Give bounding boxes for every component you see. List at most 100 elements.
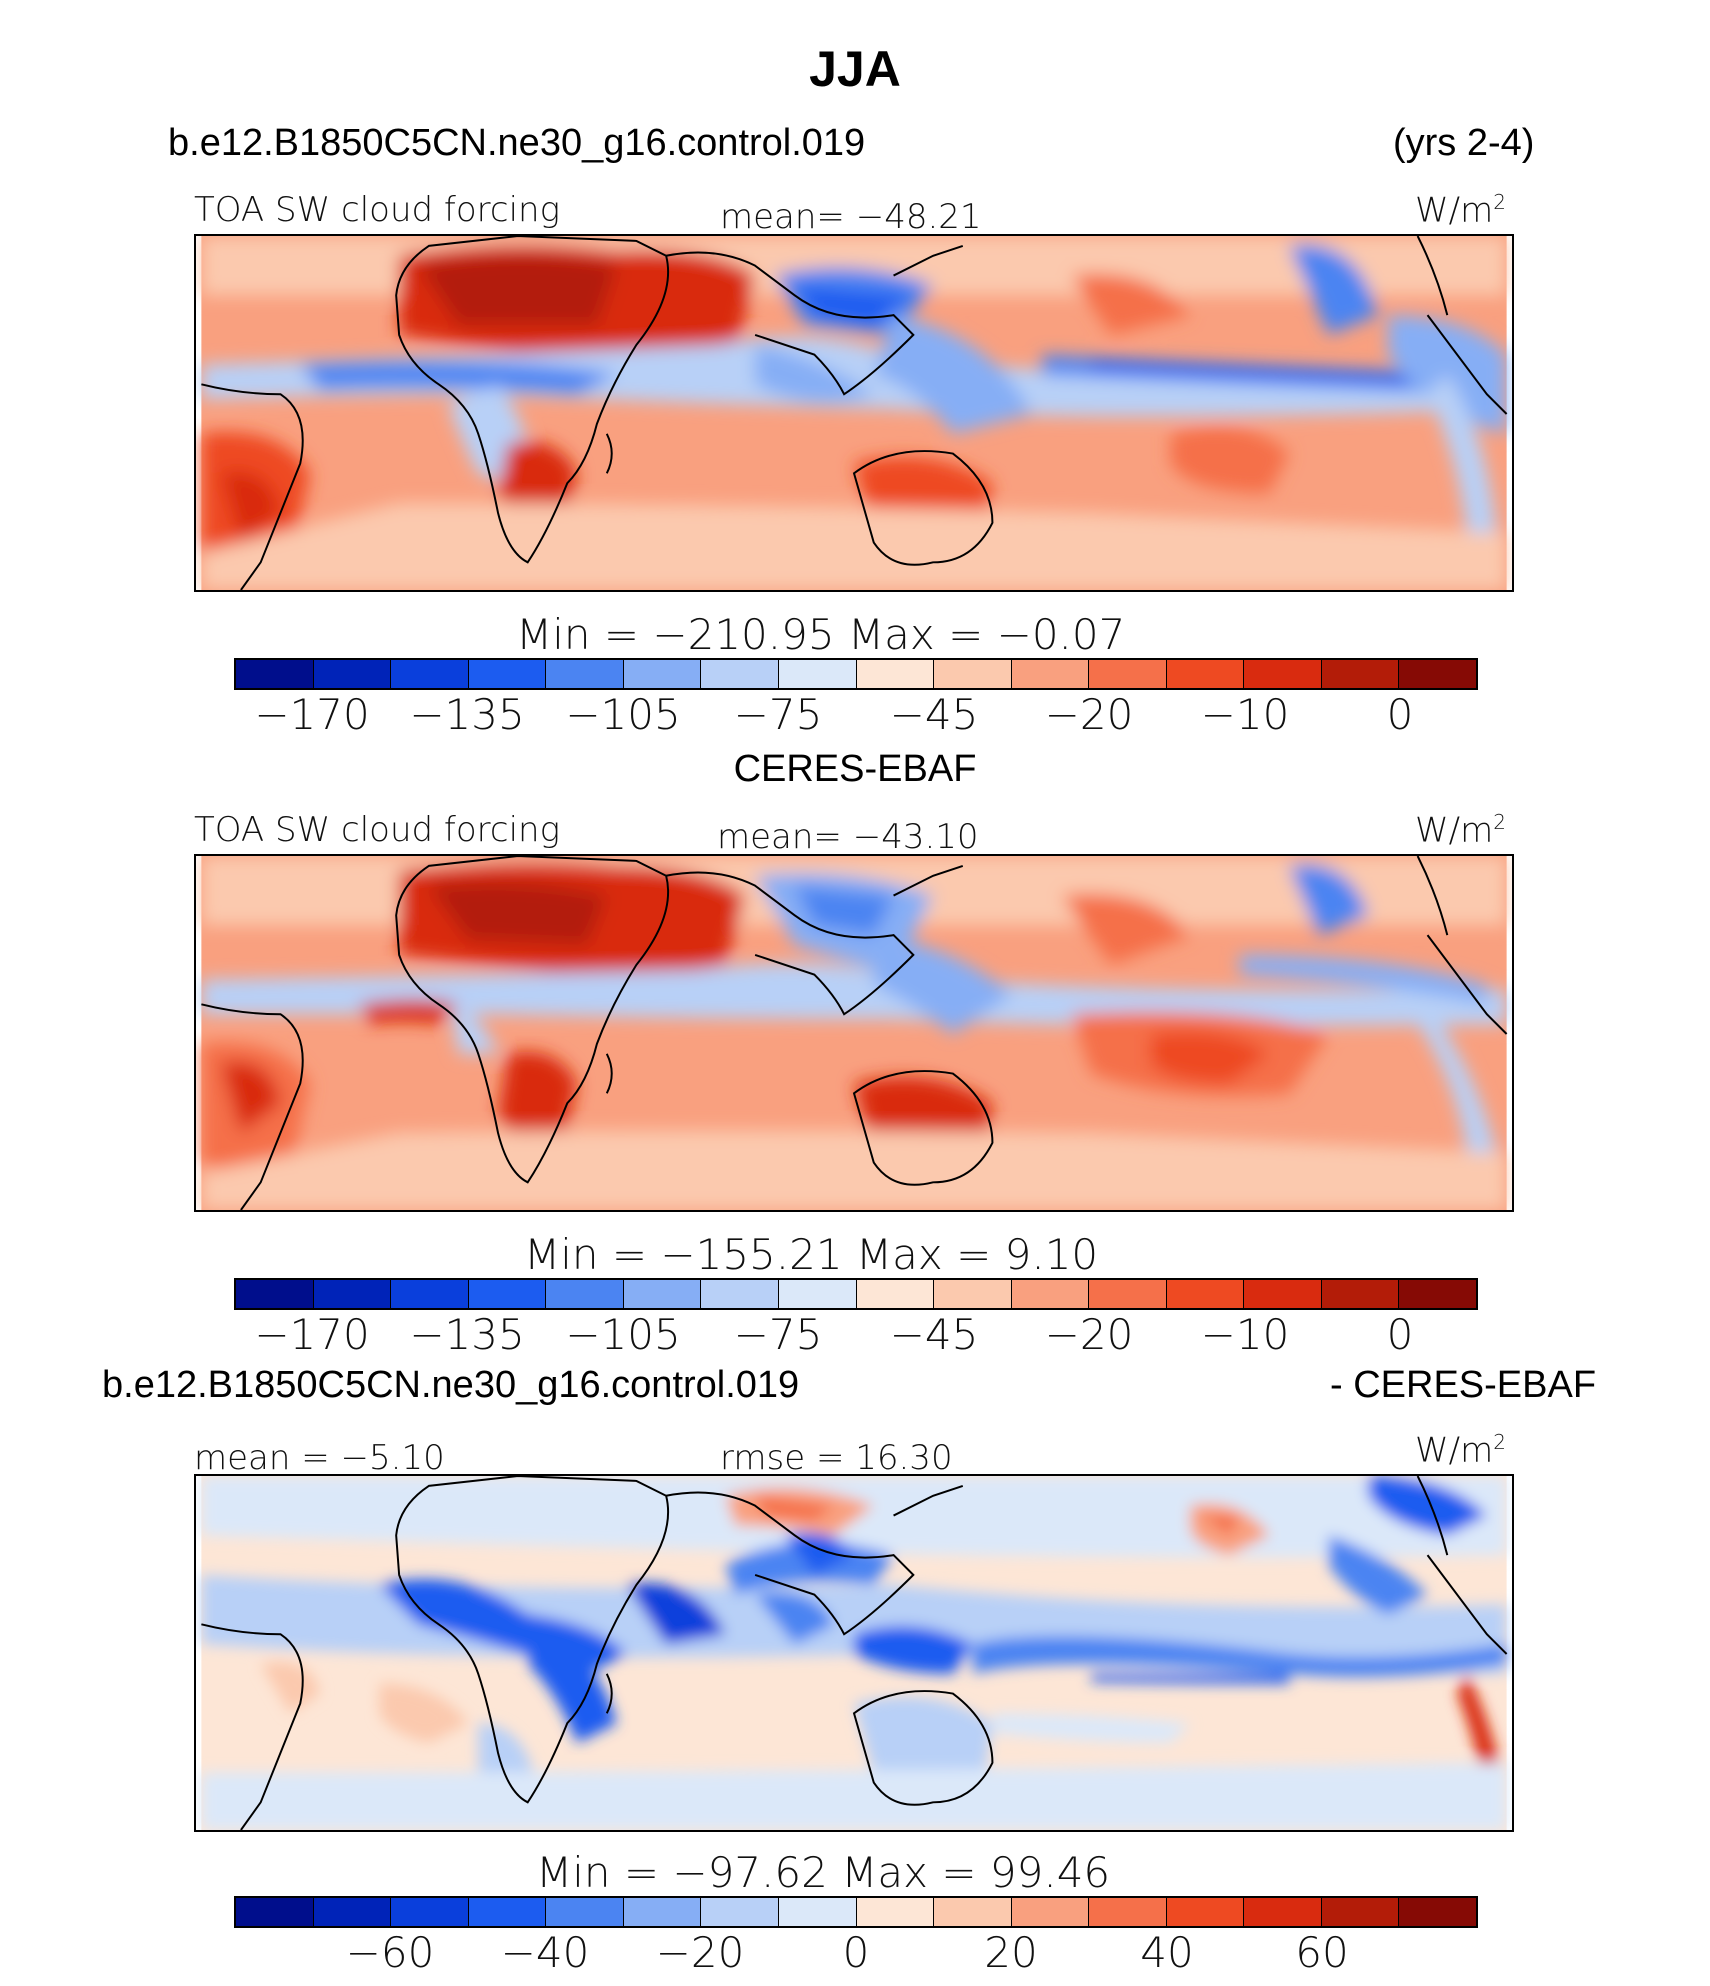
panel-1-map xyxy=(194,234,1514,592)
colorbar-swatch xyxy=(546,1898,624,1926)
colorbar-swatch xyxy=(778,1280,857,1308)
colorbar-tick-label: −105 xyxy=(565,1310,681,1359)
colorbar-swatch xyxy=(313,1280,392,1308)
panel-1-mean-label: mean= −48.21 xyxy=(720,197,982,237)
colorbar-swatch xyxy=(236,660,314,688)
colorbar-swatch xyxy=(856,1898,935,1926)
colorbar-swatch xyxy=(934,1280,1012,1308)
panel-1-field xyxy=(201,236,1508,590)
colorbar-swatch xyxy=(313,660,392,688)
panel-3-field xyxy=(201,1476,1508,1830)
colorbar-tick-label: −60 xyxy=(345,1928,435,1977)
colorbar-swatch xyxy=(236,1280,314,1308)
colorbar-tick-label: −105 xyxy=(565,690,681,739)
colorbar-swatch xyxy=(1089,1280,1167,1308)
colorbar-swatch xyxy=(546,660,624,688)
colorbar-swatch xyxy=(623,1898,702,1926)
colorbar-swatch xyxy=(701,660,779,688)
panel-1-units: W/m2 xyxy=(1415,190,1506,231)
colorbar-swatch xyxy=(236,1898,314,1926)
panel-2-map xyxy=(194,854,1514,1212)
colorbar-tick-label: −75 xyxy=(733,1310,823,1359)
panel-2-mean-label: mean= −43.10 xyxy=(717,817,979,857)
panel-2-minmax: Min = −155.21 Max = 9.10 xyxy=(524,1230,1099,1279)
colorbar-swatch xyxy=(546,1280,624,1308)
panel-1-case-label: b.e12.B1850C5CN.ne30_g16.control.019 xyxy=(168,122,866,164)
colorbar-swatch xyxy=(1321,1898,1400,1926)
colorbar-swatch xyxy=(391,1280,469,1308)
panel-3-colorbar-ticks: −60 −40 −20 0 20 40 60 xyxy=(0,1928,1710,1978)
panel-3-mean-label: mean = −5.10 xyxy=(194,1438,445,1478)
colorbar-tick-label: 20 xyxy=(984,1928,1038,1977)
colorbar-swatch xyxy=(468,660,547,688)
colorbar-swatch xyxy=(1399,1280,1476,1308)
colorbar-tick-label: −20 xyxy=(1044,690,1134,739)
panel-3-units: W/m2 xyxy=(1415,1430,1506,1471)
colorbar-tick-label: −10 xyxy=(1200,690,1290,739)
colorbar-swatch xyxy=(1166,660,1245,688)
colorbar-swatch xyxy=(778,660,857,688)
colorbar-tick-label: −45 xyxy=(889,690,979,739)
colorbar-swatch xyxy=(468,1280,547,1308)
colorbar-tick-label: −75 xyxy=(733,690,823,739)
colorbar-swatch xyxy=(934,1898,1012,1926)
colorbar-swatch xyxy=(468,1898,547,1926)
colorbar-tick-label: −10 xyxy=(1200,1310,1290,1359)
panel-3-colorbar xyxy=(234,1896,1478,1928)
colorbar-swatch xyxy=(1244,660,1322,688)
colorbar-tick-label: 60 xyxy=(1295,1928,1349,1977)
colorbar-swatch xyxy=(1011,660,1090,688)
colorbar-swatch xyxy=(856,1280,935,1308)
colorbar-swatch xyxy=(701,1280,779,1308)
colorbar-tick-label: −20 xyxy=(655,1928,745,1977)
panel-2-variable-label: TOA SW cloud forcing xyxy=(194,810,560,850)
colorbar-tick-label: 0 xyxy=(842,1928,870,1977)
panel-2-units: W/m2 xyxy=(1415,810,1506,851)
panel-2-case-label: CERES-EBAF xyxy=(733,748,977,790)
colorbar-swatch xyxy=(1011,1280,1090,1308)
colorbar-swatch xyxy=(1089,1898,1167,1926)
colorbar-swatch xyxy=(623,1280,702,1308)
colorbar-tick-label: 40 xyxy=(1140,1928,1194,1977)
colorbar-tick-label: −135 xyxy=(409,690,525,739)
colorbar-tick-label: 0 xyxy=(1386,690,1414,739)
colorbar-tick-label: 0 xyxy=(1386,1310,1414,1359)
colorbar-tick-label: −135 xyxy=(409,1310,525,1359)
colorbar-swatch xyxy=(623,660,702,688)
panel-3-case-label: b.e12.B1850C5CN.ne30_g16.control.019 xyxy=(102,1364,800,1406)
panel-2-field xyxy=(201,856,1508,1210)
colorbar-swatch xyxy=(1089,660,1167,688)
colorbar-tick-label: −170 xyxy=(254,690,370,739)
panel-1-variable-label: TOA SW cloud forcing xyxy=(194,190,560,230)
colorbar-swatch xyxy=(391,660,469,688)
colorbar-swatch xyxy=(1011,1898,1090,1926)
panel-2-colorbar xyxy=(234,1278,1478,1310)
colorbar-swatch xyxy=(856,660,935,688)
colorbar-swatch xyxy=(1321,660,1400,688)
panel-1-colorbar-ticks: −170 −135 −105 −75 −45 −20 −10 0 xyxy=(0,690,1710,740)
colorbar-swatch xyxy=(934,660,1012,688)
panel-3-map xyxy=(194,1474,1514,1832)
colorbar-swatch xyxy=(1166,1898,1245,1926)
panel-1-colorbar xyxy=(234,658,1478,690)
colorbar-swatch xyxy=(1399,1898,1476,1926)
panel-1-years-label: (yrs 2-4) xyxy=(1393,122,1535,164)
panel-1-minmax: Min = −210.95 Max = −0.07 xyxy=(516,610,1126,659)
colorbar-swatch xyxy=(778,1898,857,1926)
panel-3-rmse-label: rmse = 16.30 xyxy=(720,1438,953,1478)
panel-2-colorbar-ticks: −170 −135 −105 −75 −45 −20 −10 0 xyxy=(0,1310,1710,1360)
colorbar-swatch xyxy=(313,1898,392,1926)
panel-3-minmax: Min = −97.62 Max = 99.46 xyxy=(536,1848,1111,1897)
colorbar-tick-label: −40 xyxy=(500,1928,590,1977)
colorbar-tick-label: −45 xyxy=(889,1310,979,1359)
colorbar-swatch xyxy=(1399,660,1476,688)
colorbar-swatch xyxy=(1166,1280,1245,1308)
colorbar-tick-label: −170 xyxy=(254,1310,370,1359)
colorbar-tick-label: −20 xyxy=(1044,1310,1134,1359)
colorbar-swatch xyxy=(391,1898,469,1926)
panel-3-diff-label: - CERES-EBAF xyxy=(1330,1364,1597,1406)
page-title: JJA xyxy=(809,41,901,97)
colorbar-swatch xyxy=(1244,1898,1322,1926)
colorbar-swatch xyxy=(1244,1280,1322,1308)
colorbar-swatch xyxy=(1321,1280,1400,1308)
